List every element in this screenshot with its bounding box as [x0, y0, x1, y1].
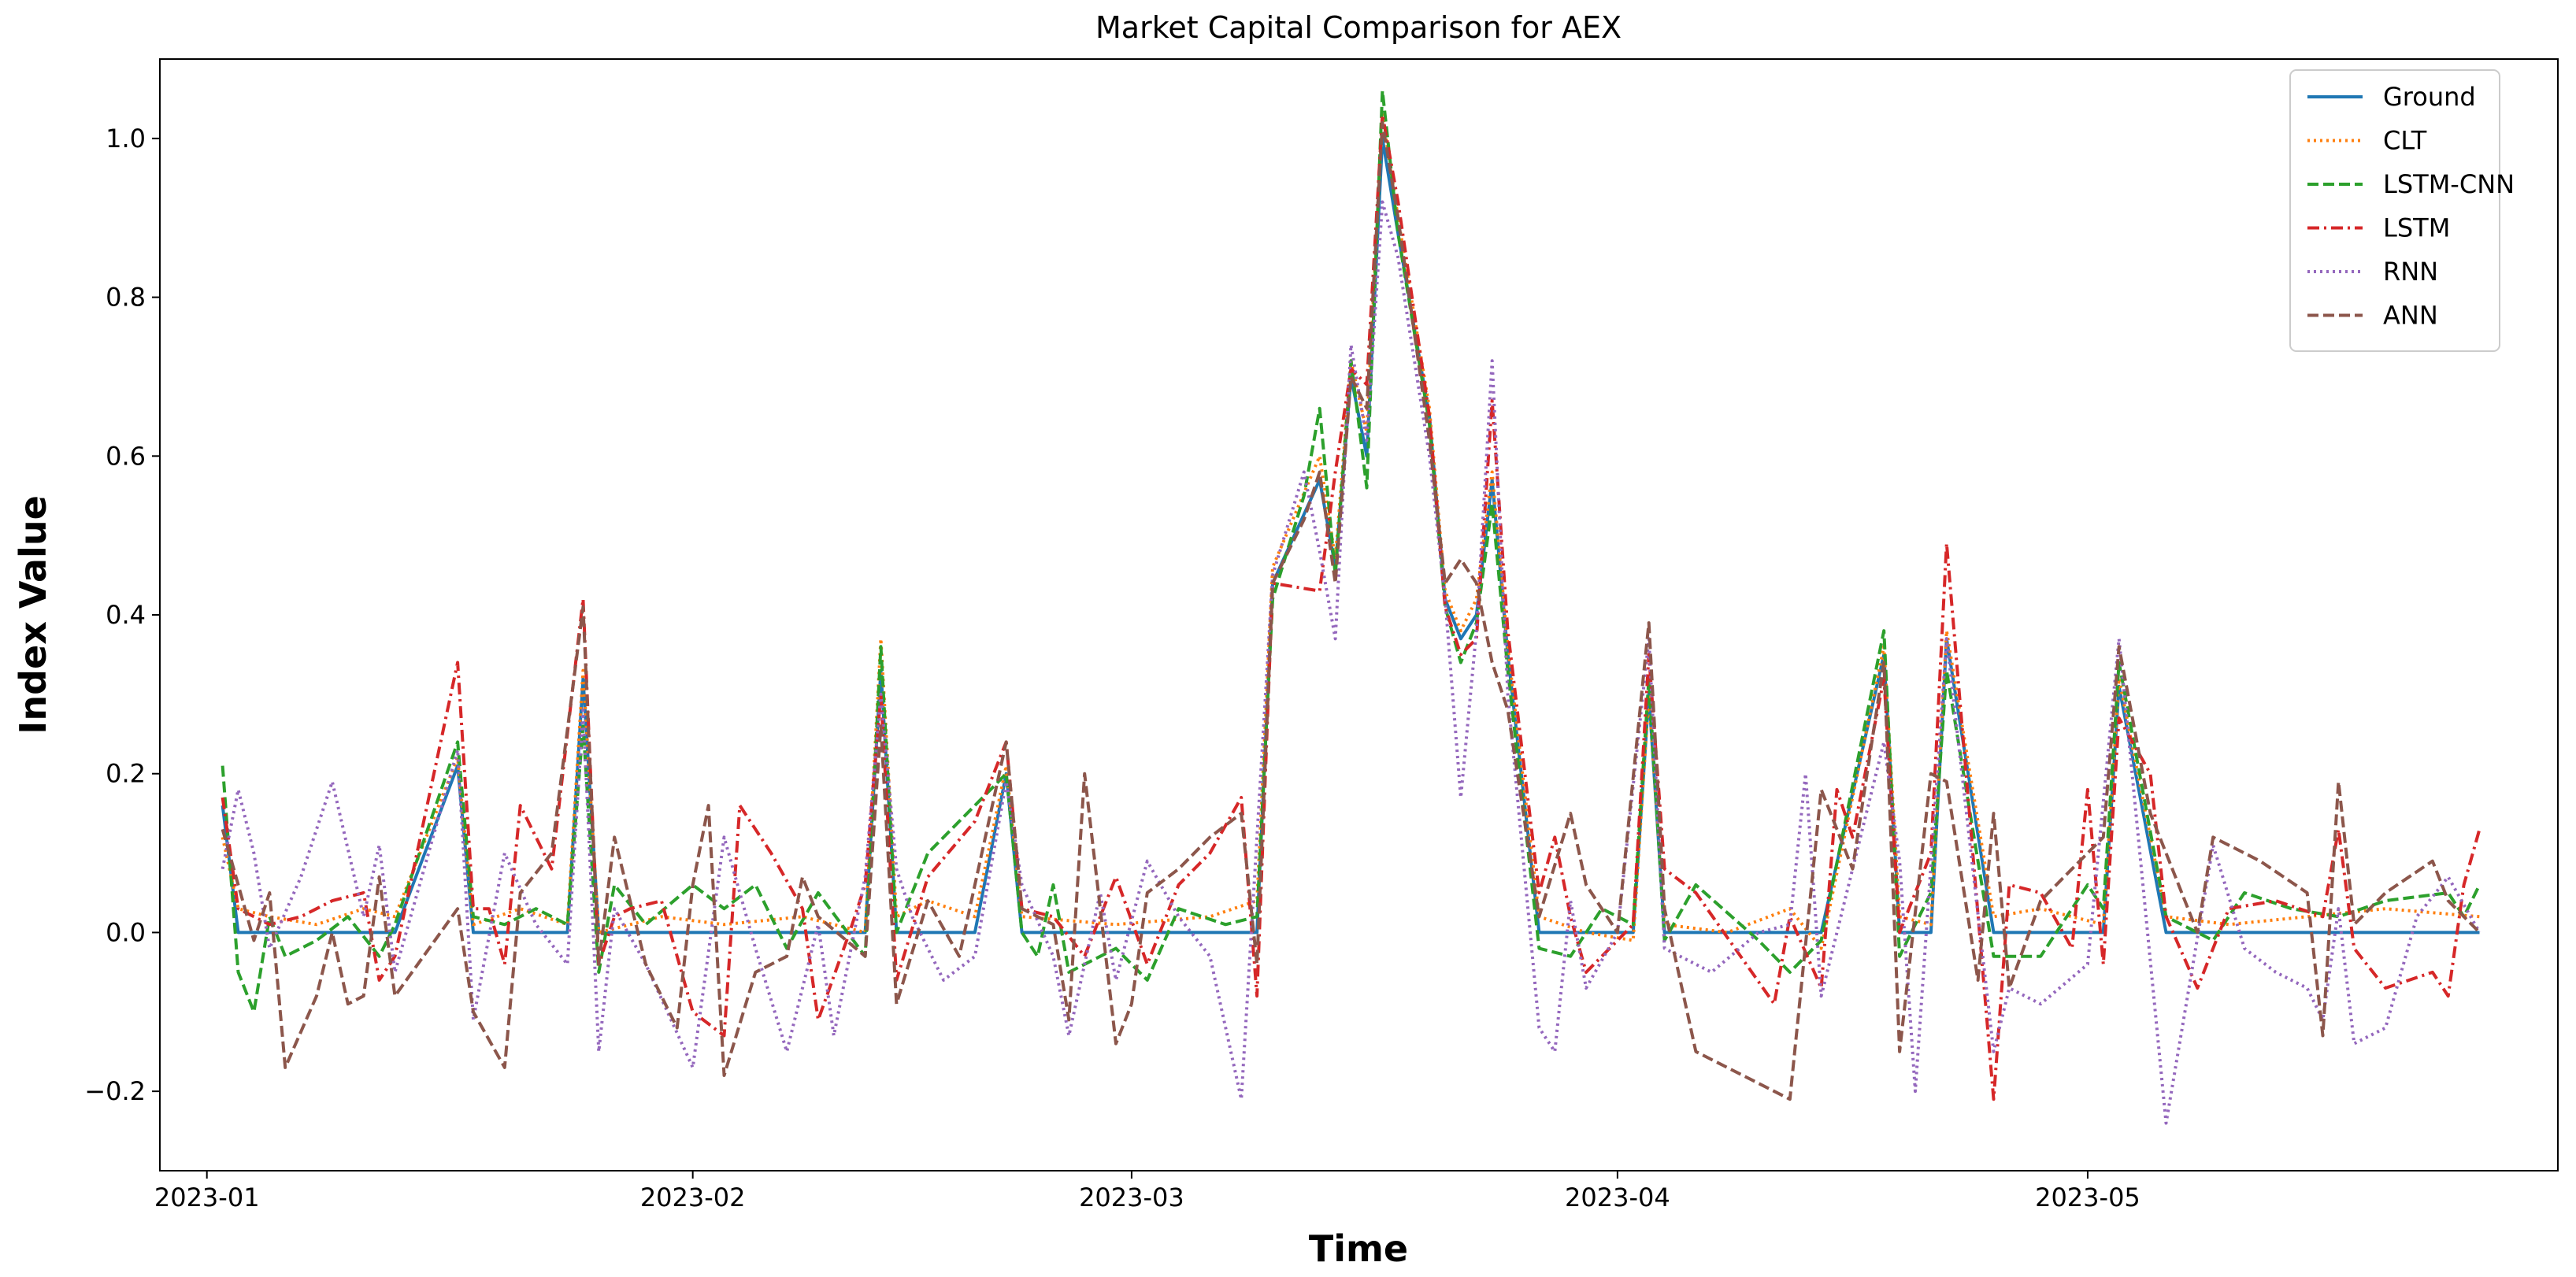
legend-label-lstm: LSTM — [2383, 213, 2450, 243]
x-tick-label: 2023-04 — [1565, 1183, 1670, 1212]
x-tick-label: 2023-02 — [640, 1183, 746, 1212]
y-tick-label: 0.0 — [106, 917, 146, 947]
legend-label-ann: ANN — [2383, 301, 2438, 331]
y-tick-label: 0.4 — [106, 600, 146, 630]
x-axis: 2023-01 2023-02 2023-03 2023-04 2023-05 — [154, 1171, 2140, 1212]
y-tick-label: 0.6 — [106, 441, 146, 471]
legend-label-rnn: RNN — [2383, 257, 2438, 287]
legend: Ground CLT LSTM-CNN LSTM RNN ANN — [2289, 69, 2515, 352]
legend-label-clt: CLT — [2383, 126, 2427, 156]
legend-box — [2289, 69, 2500, 352]
series-line-ann — [221, 120, 2481, 1101]
legend-label-lstm-cnn: LSTM-CNN — [2383, 169, 2515, 199]
y-tick-label: 0.8 — [106, 283, 146, 313]
chart-title: Market Capital Comparison for AEX — [1095, 10, 1622, 45]
y-axis-title: Index Value — [12, 495, 54, 735]
series-layer — [221, 89, 2481, 1125]
x-axis-title: Time — [1309, 1227, 1408, 1270]
y-axis: −0.2 0.0 0.2 0.4 0.6 0.8 1.0 — [84, 124, 160, 1106]
y-tick-label: 1.0 — [106, 124, 146, 154]
x-tick-label: 2023-01 — [154, 1183, 260, 1212]
series-line-rnn — [221, 200, 2481, 1125]
y-tick-label: −0.2 — [84, 1076, 146, 1106]
legend-label-ground: Ground — [2383, 82, 2476, 112]
x-tick-label: 2023-03 — [1079, 1183, 1184, 1212]
x-tick-label: 2023-05 — [2035, 1183, 2140, 1212]
y-tick-label: 0.2 — [106, 759, 146, 789]
